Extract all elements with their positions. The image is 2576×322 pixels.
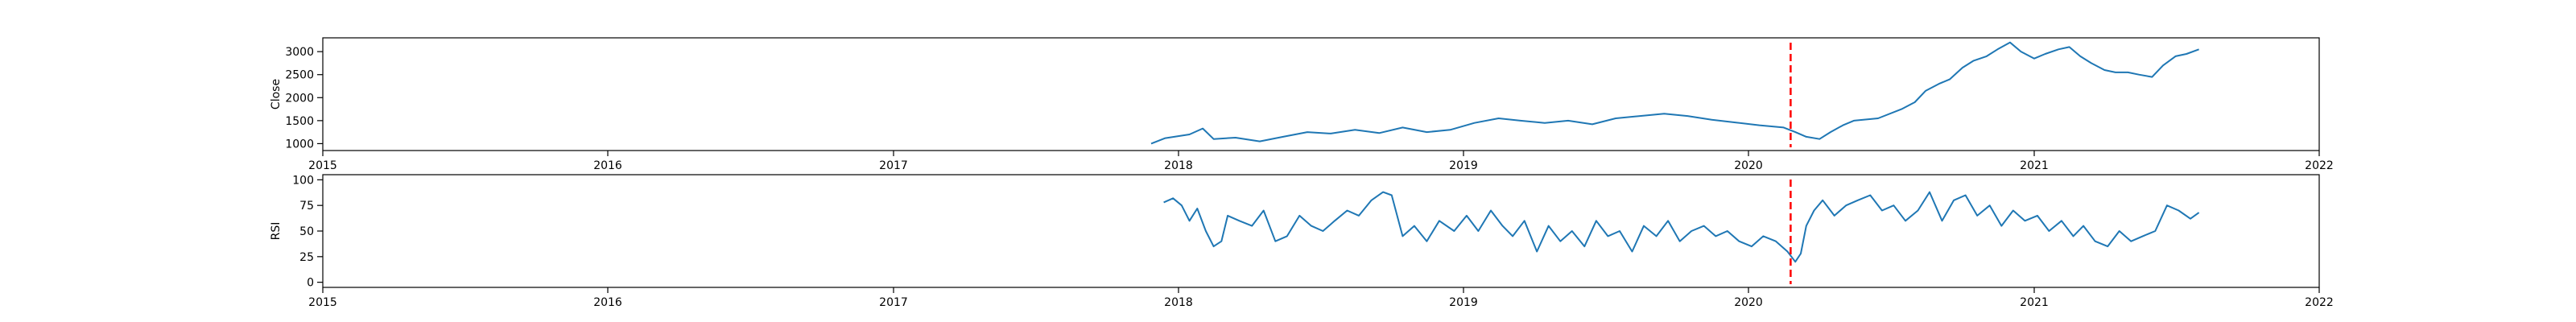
rsi-panel: 2015 2016 2017 2018 2019 2020 2021 2022 0 25 50 75 1… <box>270 174 2334 309</box>
rsi-y-tick-label: 25 <box>299 251 314 264</box>
rsi-y-tick-label: 75 <box>299 200 314 213</box>
rsi-axes-frame <box>322 174 2320 288</box>
close-x-tick-label: 2019 <box>1449 159 1478 172</box>
rsi-y-tick-label: 50 <box>299 225 314 238</box>
close-price-panel: 2015 2016 2017 2018 2019 2020 2021 2022 1000 1500… <box>270 37 2334 172</box>
rsi-y-tick-label: 100 <box>292 174 314 187</box>
rsi-x-tick-label: 2020 <box>1734 296 1763 309</box>
rsi-x-tick-label: 2019 <box>1449 296 1478 309</box>
close-y-tick-label: 1500 <box>285 115 314 128</box>
close-x-tick-label: 2017 <box>879 159 908 172</box>
close-y-tick-label: 2000 <box>285 92 314 105</box>
rsi-x-tick-label: 2017 <box>879 296 908 309</box>
rsi-ticks: 2015 2016 2017 2018 2019 2020 2021 2022 0 25 50 75 1… <box>292 174 2334 309</box>
close-x-tick-label: 2020 <box>1734 159 1763 172</box>
close-y-tick-label: 2500 <box>285 69 314 82</box>
rsi-line <box>1163 191 2200 263</box>
rsi-x-tick-label: 2022 <box>2305 296 2334 309</box>
close-x-tick-label: 2018 <box>1164 159 1193 172</box>
close-price-axes-frame <box>322 37 2320 151</box>
rsi-ylabel: RSI <box>270 222 283 241</box>
close-price-ylabel: Close <box>270 79 283 109</box>
rsi-y-tick-label: 0 <box>307 277 314 290</box>
close-x-tick-label: 2022 <box>2305 159 2334 172</box>
close-y-tick-label: 1000 <box>285 138 314 151</box>
rsi-x-tick-label: 2016 <box>593 296 622 309</box>
rsi-x-tick-label: 2021 <box>2020 296 2049 309</box>
close-x-tick-label: 2016 <box>593 159 622 172</box>
close-x-tick-label: 2015 <box>308 159 337 172</box>
rsi-x-tick-label: 2018 <box>1164 296 1193 309</box>
close-price-line <box>1150 41 2199 145</box>
close-y-tick-label: 3000 <box>285 46 314 59</box>
close-x-tick-label: 2021 <box>2020 159 2049 172</box>
close-price-ticks: 2015 2016 2017 2018 2019 2020 2021 2022 1000 1500… <box>285 46 2333 172</box>
rsi-x-tick-label: 2015 <box>308 296 337 309</box>
